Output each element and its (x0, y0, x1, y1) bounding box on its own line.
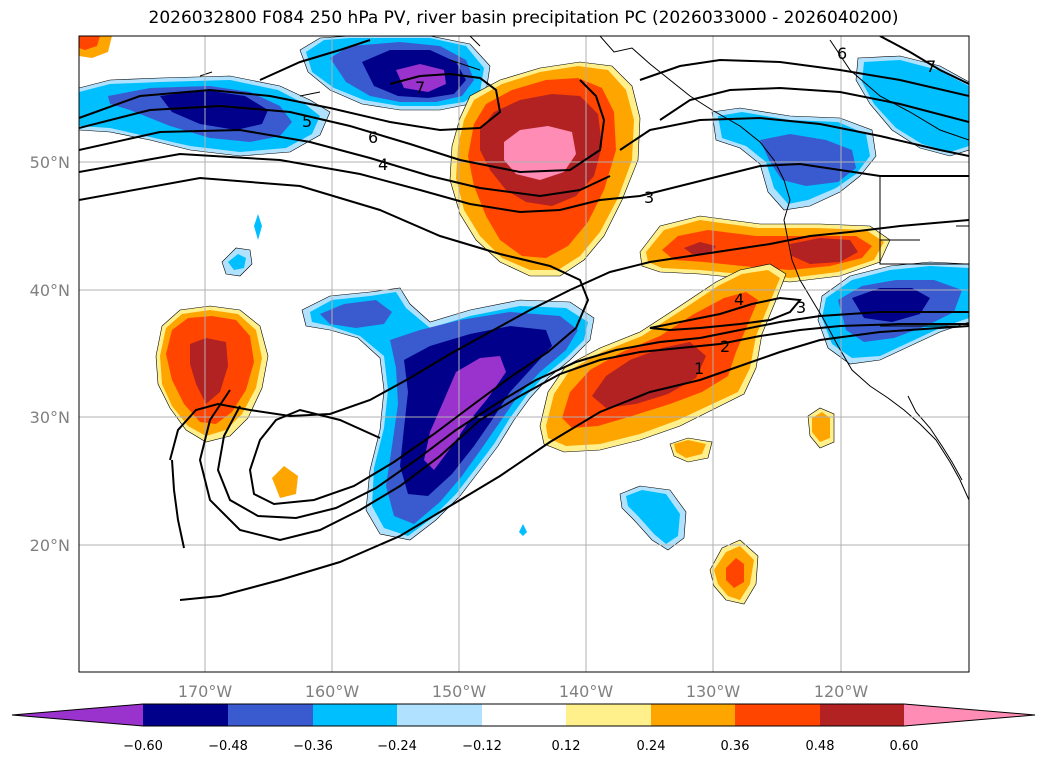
colorbar-bin-6 (482, 704, 566, 726)
lon-label-170w: 170°W (178, 682, 233, 701)
pv-contour-2 (216, 311, 969, 520)
pv-contour-ne2 (659, 86, 969, 123)
pv-contour-1 (198, 323, 969, 542)
pv-label-7: 4 (734, 290, 744, 309)
pv-contour-ne (639, 58, 969, 97)
pv-contour-7 (79, 72, 502, 132)
lat-label-40n: 40°N (30, 281, 70, 300)
colorbar-ticks: −0.60 −0.48 −0.36 −0.24 −0.12 0.12 0.24 … (123, 739, 918, 754)
alaska-south-coast (199, 36, 481, 97)
colorbar-bin-3 (228, 704, 313, 726)
colorbar-extend-high (904, 704, 1035, 726)
positive-anomaly-small-18n-core (726, 558, 744, 588)
pv-label-4: 4 (378, 155, 388, 174)
colorbar-outline (11, 703, 1036, 727)
lon-label-150w: 150°W (432, 682, 487, 701)
lat-label-50n: 50°N (30, 153, 70, 172)
cb-tick-2: −0.48 (208, 739, 248, 754)
state-lines (879, 176, 969, 327)
lat-label-20n: 20°N (30, 536, 70, 555)
cb-tick-10: 0.60 (890, 739, 919, 754)
pv-contour-labels: 7 6 5 4 6 3 4 3 2 1 7 6 (302, 44, 936, 378)
pv-label-3: 5 (302, 112, 312, 131)
pv-contour-6 (79, 79, 606, 174)
cb-tick-9: 0.48 (806, 739, 835, 754)
cb-tick-5: −0.12 (462, 739, 502, 754)
lon-label-130w: 130°W (686, 682, 741, 701)
colorbar-extend-low (12, 704, 143, 726)
latitude-labels: 50°N 40°N 30°N 20°N (30, 153, 70, 555)
negative-anomaly-north-peak (396, 64, 446, 92)
negative-anomaly-small-hawaii-north-core (228, 254, 246, 270)
colorbar-bin-9 (735, 704, 820, 726)
gridlines (79, 36, 969, 672)
cb-tick-7: 0.24 (637, 739, 666, 754)
lon-label-160w: 160°W (305, 682, 360, 701)
negative-anomaly-west-band-core (160, 90, 268, 130)
negative-anomaly-bc-inner (760, 134, 856, 186)
pv-contour-ne3 (619, 116, 969, 157)
cb-tick-1: −0.60 (123, 739, 163, 754)
cb-tick-6: 0.12 (552, 739, 581, 754)
positive-anomaly-west-pacific-core (190, 338, 228, 404)
cb-tick-8: 0.36 (721, 739, 750, 754)
cb-tick-4: −0.24 (377, 739, 417, 754)
pv-label-5: 6 (837, 44, 847, 63)
negative-anomaly-ne-corner-mid (862, 60, 969, 152)
pv-contour-3b (559, 162, 969, 211)
pv-label-2: 6 (368, 128, 378, 147)
pv-label-11: 7 (926, 57, 936, 76)
colorbar (11, 703, 1036, 727)
positive-anomaly-gulf-peak (504, 126, 576, 180)
pv-contour-offshore (649, 296, 802, 332)
negative-anomaly-subtropical-inner (320, 300, 392, 328)
positive-anomaly-small-25n (272, 466, 298, 498)
longitude-labels: 170°W 160°W 150°W 140°W 130°W 120°W (178, 682, 869, 701)
pv-contour-ne-corner (879, 36, 969, 85)
colorbar-bin-5 (397, 704, 482, 726)
map-title: 2026032800 F084 250 hPa PV, river basin … (148, 8, 899, 28)
cb-tick-3: −0.36 (293, 739, 333, 754)
pv-contour-4 (79, 152, 561, 214)
negative-anomaly-subtropical-peak (424, 356, 506, 470)
lon-label-140w: 140°W (559, 682, 614, 701)
pv-label-1: 7 (415, 78, 425, 97)
lat-label-30n: 30°N (30, 408, 70, 427)
pv-contour-jet-middle (169, 219, 969, 461)
positive-anomaly-small-30n-core (812, 412, 830, 442)
pv-contour-jet-upper (171, 459, 185, 549)
pv-contour-top-loop (259, 39, 371, 81)
positive-anomaly-subtropical-core (592, 342, 706, 408)
negative-anomaly-sliver (254, 214, 262, 240)
pv-contours (79, 36, 969, 601)
negative-anomaly-south-small-core (626, 490, 680, 544)
lon-label-120w: 120°W (814, 682, 869, 701)
positive-anomaly-offshore-band-core2 (684, 242, 716, 254)
colorbar-bin-10 (820, 704, 904, 726)
colorbar-bin-4 (313, 704, 397, 726)
negative-anomaly-tiny (519, 524, 527, 536)
pv-label-8: 3 (796, 298, 806, 317)
colorbar-bin-8 (651, 704, 735, 726)
pv-label-9: 2 (720, 337, 730, 356)
colorbar-bin-7 (566, 704, 651, 726)
colorbar-bin-2 (143, 704, 228, 726)
map-frame (78, 35, 970, 673)
pv-label-6: 3 (644, 188, 654, 207)
pv-contour-jet-lower (179, 325, 969, 601)
baja-coast (907, 395, 963, 481)
pv-label-10: 1 (694, 359, 704, 378)
pv-contour-3 (79, 176, 590, 506)
positive-anomaly-small-27n-core (674, 440, 706, 458)
pv-contour-5 (79, 128, 611, 198)
positive-anomaly-nw-corner-core (79, 36, 100, 50)
